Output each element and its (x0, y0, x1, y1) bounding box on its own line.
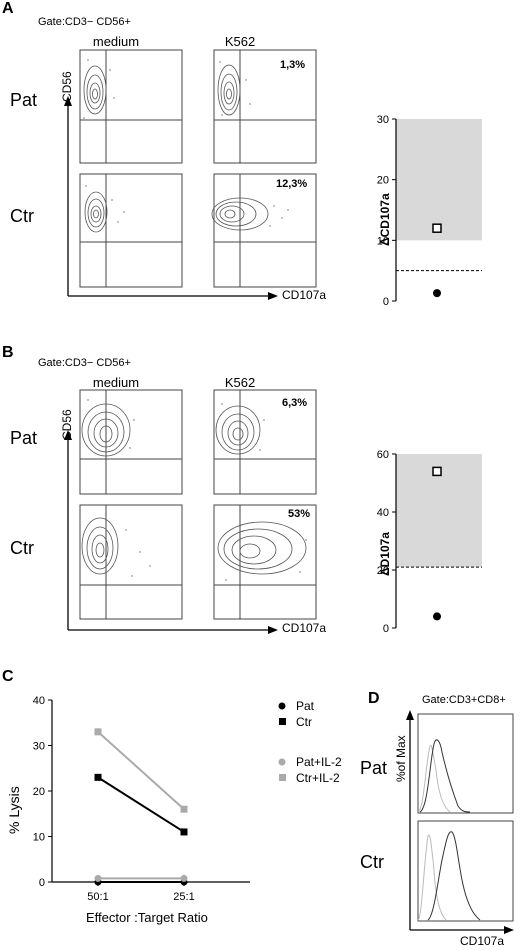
row-label-pat-b: Pat (10, 428, 38, 448)
y-tick-label: 40 (33, 695, 45, 707)
series-line-ctr-il-2 (97, 731, 185, 810)
pct-ctr-k562-a: 12,3% (276, 178, 308, 190)
y-tick-label: 40 (377, 507, 389, 519)
col-label-k562-b: K562 (224, 375, 256, 390)
panel-label-c: C (2, 668, 14, 685)
normal-range-band (396, 119, 482, 241)
y-tick-label: 60 (377, 449, 389, 461)
point-pat-il-2 (94, 874, 102, 882)
legend-label-pat-il-2: Pat+IL-2 (296, 755, 342, 769)
point-ctr-il-2 (94, 728, 102, 736)
panel-label-b: B (2, 344, 14, 361)
row-label-pat-a: Pat (10, 90, 38, 110)
col-label-medium-b: medium (92, 375, 140, 390)
gate-label-a: Gate:CD3− CD56+ (38, 16, 131, 28)
legend-marker-pat (278, 702, 286, 710)
row-label-ctr-a: Ctr (10, 206, 34, 226)
y-tick-label: 0 (39, 877, 45, 889)
legend-label-ctr-il-2: Ctr+IL-2 (296, 771, 340, 785)
gate-label-d: Gate:CD3+CD8+ (422, 694, 506, 706)
pct-ctr-k562-b: 53% (288, 508, 311, 520)
point-ctr (94, 773, 102, 781)
chart-c: 0 10 20 30 40 50:1 25:1 Pat Ctr Pat+IL-2 Ctr+IL-2 (33, 695, 342, 903)
pct-pat-k562-b: 6,3% (282, 397, 308, 409)
point-pat-il-2 (180, 874, 188, 882)
row-label-pat-d: Pat (360, 758, 388, 778)
y-tick-label: 10 (33, 832, 45, 844)
x-axis-label-a: CD107a (282, 288, 327, 302)
point-ctr-il-2 (180, 805, 188, 813)
y-tick-label: 0 (383, 623, 389, 635)
panel-label-a: A (2, 0, 14, 17)
chart-b: 0 20 40 60 (377, 449, 482, 635)
col-label-k562-a: K562 (224, 34, 256, 49)
series-line-ctr (97, 776, 185, 833)
x-axis-label-d: CD107a (460, 934, 505, 948)
legend-label-pat: Pat (296, 699, 315, 713)
row-label-ctr-b: Ctr (10, 538, 34, 558)
chart-c-xlabel: Effector :Target Ratio (86, 910, 208, 925)
y-tick-label: 20 (377, 565, 389, 577)
pct-pat-k562-a: 1,3% (280, 59, 306, 71)
point-ctr (432, 223, 442, 233)
chart-a: 0 10 20 30 (377, 114, 482, 308)
y-tick-label: 30 (33, 741, 45, 753)
point-ctr (432, 466, 442, 477)
legend-label-ctr: Ctr (296, 715, 312, 729)
row-label-ctr-d: Ctr (360, 852, 384, 872)
x-tick-label: 25:1 (173, 891, 194, 903)
y-tick-label: 10 (377, 235, 389, 247)
point-pat (433, 612, 441, 621)
point-pat (433, 289, 441, 298)
y-tick-label: 30 (377, 114, 389, 126)
y-tick-label: 0 (383, 296, 389, 308)
panel-label-d: D (368, 690, 380, 707)
legend-marker-ctr (279, 718, 286, 725)
legend-marker-ctr-il-2 (279, 774, 286, 781)
x-axis-label-b: CD107a (282, 621, 327, 635)
x-tick-label: 50:1 (87, 891, 108, 903)
col-label-medium-a: medium (92, 34, 140, 49)
y-tick-label: 20 (33, 786, 45, 798)
point-ctr (180, 828, 188, 836)
gate-label-b: Gate:CD3− CD56+ (38, 357, 131, 369)
legend-marker-pat-il-2 (278, 758, 286, 766)
y-tick-label: 20 (377, 175, 389, 187)
